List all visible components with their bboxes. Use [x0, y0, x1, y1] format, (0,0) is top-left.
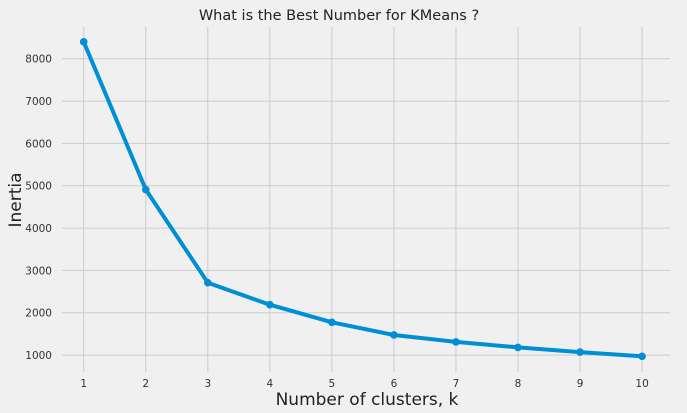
x-axis-label: Number of clusters, k — [276, 390, 459, 410]
data-point — [514, 343, 522, 352]
y-tick-label: 3000 — [25, 265, 52, 277]
series-line — [81, 39, 645, 359]
x-tick-label: 8 — [515, 378, 522, 390]
data-point — [266, 300, 274, 309]
y-tick-label: 6000 — [25, 138, 52, 150]
y-tick-labels: 1000 2000 3000 4000 5000 6000 7000 8000 — [25, 54, 52, 362]
x-tick-label: 2 — [142, 378, 149, 390]
data-point — [141, 185, 150, 194]
chart-title: What is the Best Number for KMeans ? — [199, 8, 479, 24]
x-tick-label: 1 — [80, 378, 87, 390]
x-tick-label: 6 — [391, 378, 398, 390]
x-tick-label: 10 — [635, 378, 648, 390]
y-tick-label: 1000 — [25, 350, 52, 362]
data-point — [328, 318, 336, 327]
y-tick-label: 2000 — [25, 308, 52, 320]
x-tick-label: 9 — [577, 378, 584, 390]
series — [79, 38, 646, 361]
grid — [62, 27, 670, 372]
data-point — [203, 278, 212, 287]
data-point — [576, 348, 584, 356]
x-tick-label: 3 — [204, 378, 211, 390]
y-tick-label: 7000 — [25, 96, 52, 108]
y-tick-label: 5000 — [25, 181, 52, 193]
x-tick-label: 5 — [329, 378, 336, 390]
x-tick-label: 4 — [266, 378, 273, 390]
data-point — [638, 352, 646, 361]
x-tick-labels: 1 2 3 4 5 6 7 8 9 10 — [80, 378, 648, 390]
y-tick-label: 8000 — [25, 54, 52, 66]
x-tick-label: 7 — [453, 378, 460, 390]
data-point — [452, 338, 460, 346]
data-point — [390, 331, 398, 339]
data-point — [79, 38, 88, 46]
y-tick-label: 4000 — [25, 223, 52, 235]
y-axis-label: Inertia — [6, 172, 26, 227]
